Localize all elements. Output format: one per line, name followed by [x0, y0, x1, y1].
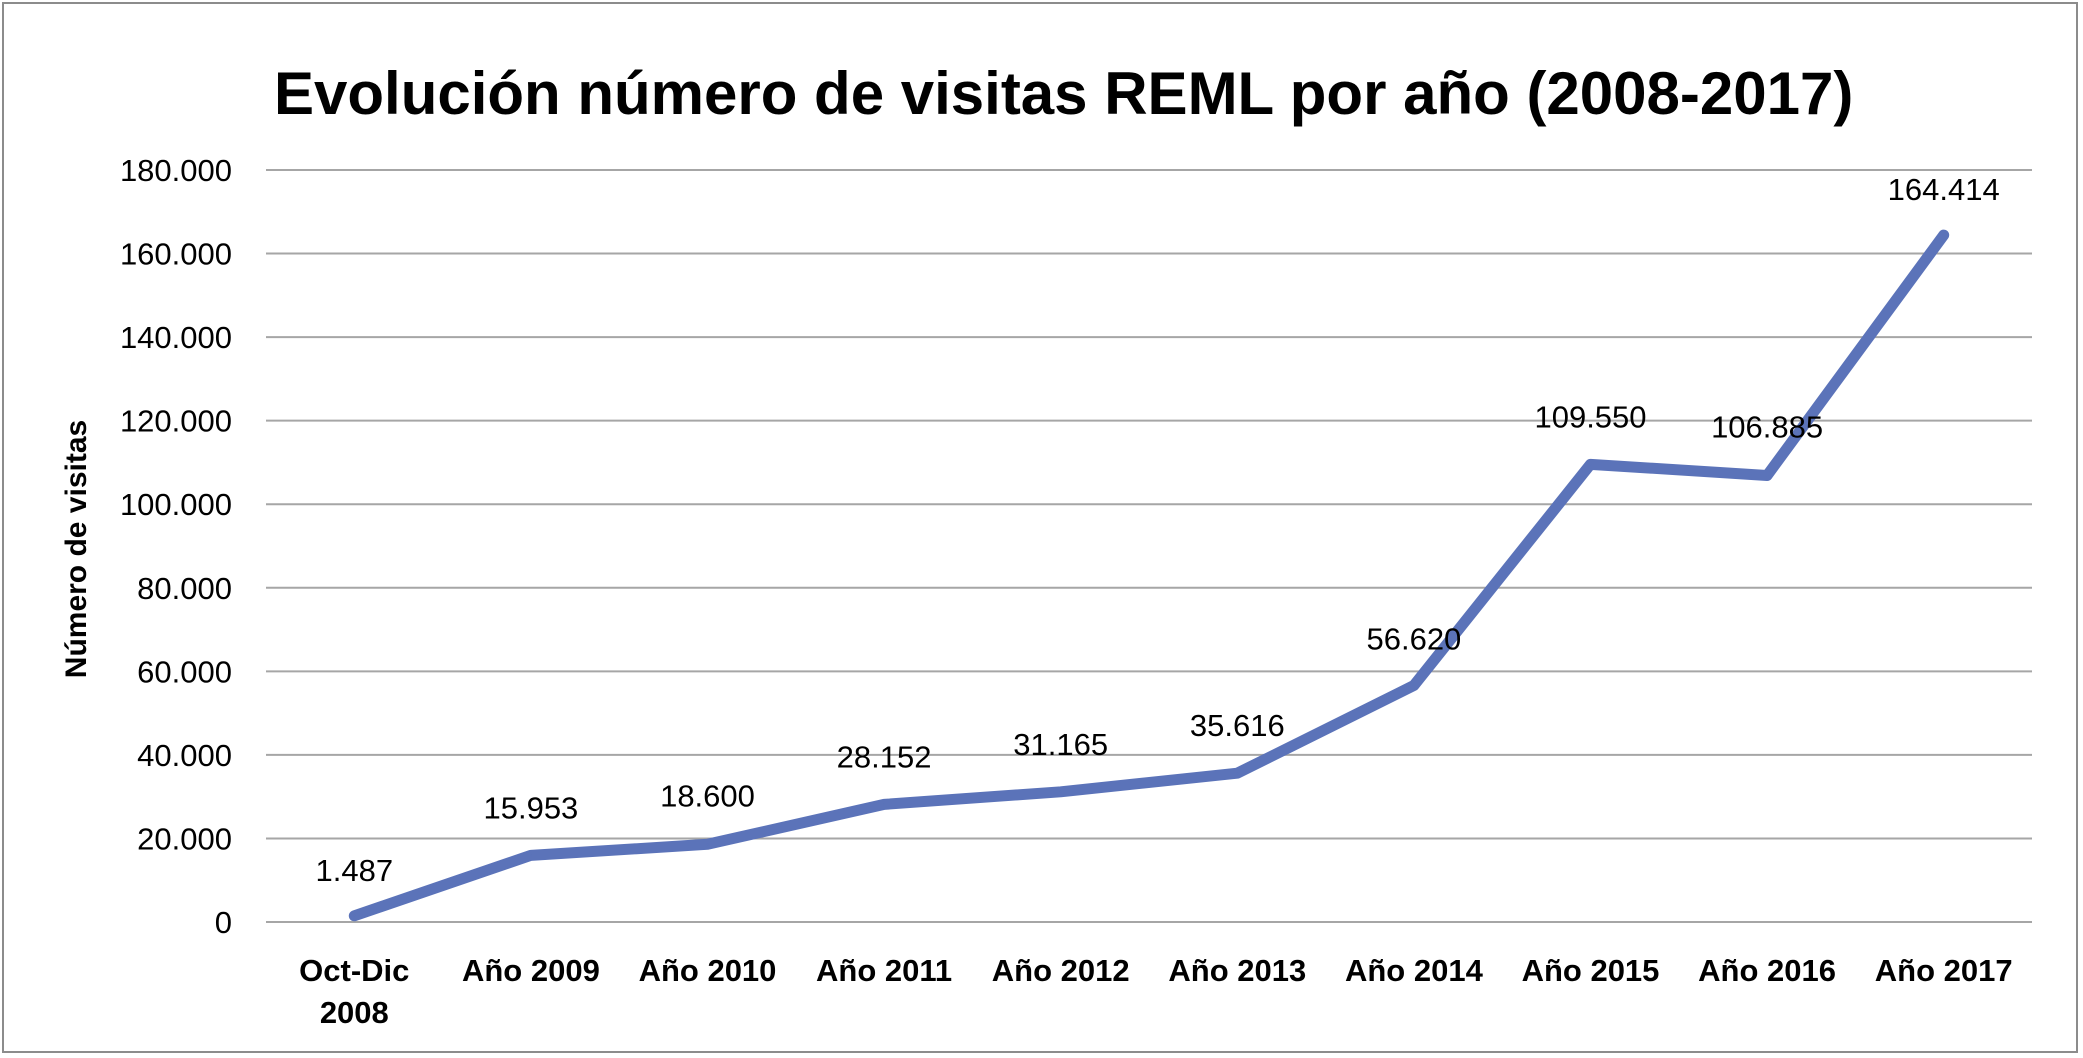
x-tick-label: Año 2017	[1875, 953, 2013, 988]
data-label: 106.885	[1711, 409, 1823, 444]
y-tick-label: 20.000	[137, 821, 232, 856]
data-label: 15.953	[483, 790, 578, 825]
data-point	[706, 843, 709, 846]
x-tick-label: Año 2013	[1168, 953, 1306, 988]
y-tick-label: 0	[215, 905, 232, 940]
x-tick-label: Oct-Dic	[299, 953, 409, 988]
data-label: 164.414	[1888, 172, 2000, 207]
gridlines	[266, 169, 2032, 923]
x-tick-labels: Oct-Dic 2008 Año 2009 Año 2010 Año 2011 Año 2…	[299, 953, 2012, 1030]
data-point	[1589, 463, 1592, 466]
data-labels: 1.487 15.953 18.600 28.152 31.165 35.616 56.62…	[316, 172, 2000, 888]
data-label: 56.620	[1366, 621, 1461, 656]
data-point	[1942, 234, 1945, 237]
x-tick-label: Año 2009	[462, 953, 600, 988]
x-tick-label: Año 2014	[1345, 953, 1484, 988]
x-tick-label: Año 2011	[816, 953, 952, 988]
data-point	[1236, 772, 1239, 775]
x-tick-label: Año 2016	[1698, 953, 1836, 988]
data-point	[1766, 474, 1769, 477]
y-tick-label: 120.000	[120, 404, 232, 439]
y-tick-label: 60.000	[137, 654, 232, 689]
y-tick-label: 160.000	[120, 237, 232, 272]
y-tick-label: 100.000	[120, 487, 232, 522]
data-point	[529, 854, 532, 857]
x-tick-label: Año 2015	[1522, 953, 1660, 988]
y-tick-labels: 0 20.000 40.000 60.000 80.000 100.000 120.000 1…	[120, 153, 232, 940]
line-chart: Evolución número de visitas REML por año…	[60, 60, 2032, 1030]
y-axis-label: Número de visitas	[60, 420, 93, 678]
y-tick-label: 180.000	[120, 153, 232, 188]
y-tick-label: 140.000	[120, 320, 232, 355]
x-tick-label: 2008	[320, 995, 389, 1030]
data-label: 35.616	[1190, 708, 1285, 743]
data-point	[353, 914, 356, 917]
series-layer	[348, 229, 1950, 922]
data-label: 31.165	[1013, 727, 1108, 762]
data-label: 18.600	[660, 778, 755, 813]
y-tick-label: 40.000	[137, 738, 232, 773]
data-label: 28.152	[837, 739, 932, 774]
chart-title: Evolución número de visitas REML por año…	[274, 60, 1853, 127]
x-tick-label: Año 2010	[639, 953, 777, 988]
data-label: 109.550	[1534, 399, 1646, 434]
x-tick-label: Año 2012	[992, 953, 1130, 988]
y-tick-label: 80.000	[137, 571, 232, 606]
series-line	[348, 229, 1950, 922]
data-point	[883, 803, 886, 806]
data-label: 1.487	[316, 853, 394, 888]
data-point	[1059, 790, 1062, 793]
data-point	[1412, 684, 1415, 687]
